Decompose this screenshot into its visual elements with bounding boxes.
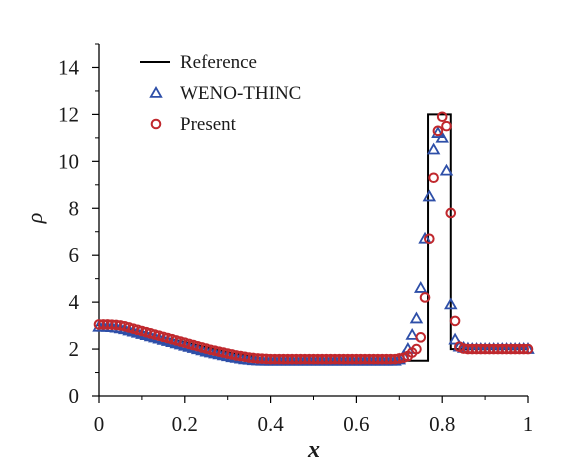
present-marker xyxy=(432,125,444,137)
x-tick-label: 0 xyxy=(94,412,105,436)
legend-label: Present xyxy=(180,114,237,135)
x-tick-label: 1 xyxy=(523,412,534,436)
present-marker xyxy=(449,315,461,327)
legend-label: WENO-THINC xyxy=(180,83,301,104)
x-tick-label: 0.2 xyxy=(172,412,198,436)
weno-thinc-marker xyxy=(448,332,462,345)
y-tick-label: 0 xyxy=(69,384,80,408)
weno-thinc-marker xyxy=(405,327,419,340)
legend-circle-swatch xyxy=(150,118,162,130)
y-tick-label: 8 xyxy=(69,196,80,220)
legend: Reference WENO-THINC Present xyxy=(140,52,301,135)
weno-thinc-marker xyxy=(422,189,437,202)
present-marker xyxy=(424,233,435,245)
series-present xyxy=(93,111,534,365)
present-marker xyxy=(518,343,530,355)
y-tick-label: 4 xyxy=(69,290,80,314)
present-marker xyxy=(436,111,448,123)
series-layer xyxy=(92,111,535,366)
present-marker xyxy=(415,332,427,343)
y-tick-label: 2 xyxy=(69,337,80,361)
reference-line xyxy=(98,113,528,362)
x-tick-label: 0.8 xyxy=(429,412,455,436)
present-marker xyxy=(445,207,457,219)
weno-thinc-marker xyxy=(418,231,432,244)
x-axis-title: x xyxy=(307,437,320,463)
present-marker xyxy=(411,343,422,355)
weno-thinc-marker xyxy=(435,130,449,143)
weno-thinc-marker xyxy=(413,281,428,293)
present-marker xyxy=(428,172,439,184)
y-tick-label: 14 xyxy=(58,55,80,79)
present-marker xyxy=(441,120,452,132)
weno-thinc-marker xyxy=(409,311,424,324)
y-tick-label: 12 xyxy=(58,102,79,126)
weno-thinc-marker xyxy=(426,142,441,155)
weno-thinc-marker xyxy=(439,163,454,176)
x-tick-label: 0.6 xyxy=(343,412,369,436)
legend-label: Reference xyxy=(180,52,257,73)
present-marker xyxy=(419,292,431,303)
weno-thinc-marker xyxy=(444,297,458,310)
y-axis-title: ρ xyxy=(22,213,47,225)
series-reference xyxy=(98,113,528,362)
y-tick-label: 10 xyxy=(58,149,79,173)
series-weno-thinc xyxy=(92,126,535,366)
x-tick-label: 0.4 xyxy=(257,412,284,436)
legend-triangle-swatch xyxy=(149,85,163,98)
weno-thinc-marker xyxy=(431,126,445,138)
y-tick-label: 6 xyxy=(69,243,80,267)
present-marker xyxy=(522,343,534,355)
